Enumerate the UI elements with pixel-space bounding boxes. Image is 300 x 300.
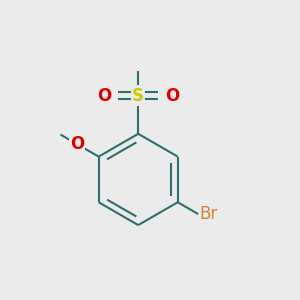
Text: O: O xyxy=(70,135,84,153)
Text: O: O xyxy=(166,86,180,104)
Text: S: S xyxy=(132,86,144,104)
Text: O: O xyxy=(97,86,111,104)
Text: Br: Br xyxy=(200,205,218,223)
